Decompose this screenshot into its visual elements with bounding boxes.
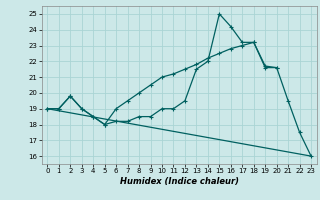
X-axis label: Humidex (Indice chaleur): Humidex (Indice chaleur) <box>120 177 239 186</box>
